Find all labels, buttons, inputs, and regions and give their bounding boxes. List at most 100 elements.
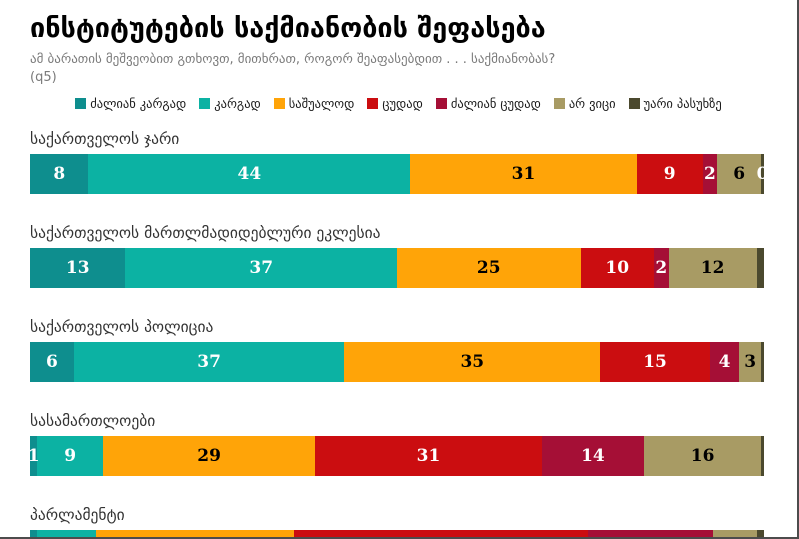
bar-segment: 6 <box>30 342 74 383</box>
bar-segment-label: 29 <box>197 446 221 467</box>
category-label: საქართველოს მართლმადიდებლური ეკლესია <box>30 224 381 243</box>
bar-segment: 40 <box>294 530 588 537</box>
bar-segment: 1 <box>30 436 40 477</box>
bar-segment: 37 <box>125 248 397 289</box>
bar-segment-label: 12 <box>700 258 725 279</box>
bar-segment: 6 <box>712 530 757 537</box>
category-label: საქართველოს ჯარი <box>30 130 180 149</box>
category-label: სასამართლოები <box>30 412 156 431</box>
bar-segment-label: 35 <box>460 352 485 373</box>
stacked-bar: 6 37 35 15 4 3 <box>30 342 764 383</box>
bar-segment: 44 <box>88 154 411 195</box>
bar-segment: 31 <box>410 154 637 195</box>
legend-label: არ ვიცი <box>568 96 616 112</box>
bar-segment-label: 10 <box>605 258 630 279</box>
bar-segment: 15 <box>600 342 710 383</box>
legend-label: საშუალოდ <box>288 96 355 112</box>
stacked-bar: 13 37 25 10 2 12 <box>30 248 764 289</box>
bar-segment-label: 44 <box>237 164 262 185</box>
bar-segment: 9 <box>636 154 703 195</box>
bar-segment: 31 <box>315 436 542 477</box>
legend: ძალიან კარგად კარგად საშუალოდ ცუდად ძალიან ც… <box>0 96 797 111</box>
chart-title: ინსტიტუტების საქმიანობის შეფასება <box>30 13 546 44</box>
legend-label: ძალიან კარგად <box>90 96 187 112</box>
legend-item: ძალიან ცუდად <box>435 96 541 112</box>
bar-segment: 2 <box>653 248 669 289</box>
legend-item: ძალიან კარგად <box>75 96 186 111</box>
bar-row: საქართველოს ჯარი 8 44 31 9 260 <box>30 129 764 209</box>
header: ინსტიტუტების საქმიანობის შეფასება ამ ბარ… <box>0 0 797 87</box>
bar-segment: 8 <box>37 530 97 537</box>
bar-segment: 29 <box>103 436 316 477</box>
stacked-bar: 182740176 <box>30 530 764 537</box>
bar-segment: 13 <box>30 248 126 289</box>
bar-segment: 25 <box>397 248 581 289</box>
category-label: საქართველოს პოლიცია <box>30 318 214 337</box>
bar-segment-label: 14 <box>581 446 605 467</box>
chart-subtitle: ამ ბარათის მეშვეობით გთხოვთ, მითხრათ, რო… <box>30 51 556 67</box>
bar-segment: 3 <box>739 342 762 383</box>
bar-segment: 0 <box>757 154 764 195</box>
bar-segment-label: 8 <box>53 164 66 185</box>
bar-segment-label: 9 <box>663 164 676 185</box>
bar-row: პარლამენტი 182740176 <box>30 505 764 537</box>
bar-row: სასამართლოები 1 9 29 31 14 16 <box>30 411 764 491</box>
legend-label: უარი პასუხზე <box>643 96 722 112</box>
bar-segment: 4 <box>709 342 740 383</box>
legend-label: კარგად <box>214 96 261 112</box>
legend-label: ცუდად <box>382 96 423 112</box>
bar-segment-label: 3 <box>744 352 757 373</box>
bar-segment: 16 <box>644 436 762 477</box>
bar-segment <box>761 436 764 477</box>
legend-swatch <box>199 98 211 110</box>
bar-segment-label: 2 <box>655 258 668 279</box>
bar-segment-label: 9 <box>64 446 77 467</box>
legend-label: ძალიან ცუდად <box>450 96 541 112</box>
legend-item: არ ვიცი <box>553 96 616 112</box>
bar-segment <box>756 248 764 289</box>
bar-segment-label: 1 <box>30 446 40 466</box>
bar-segment: 9 <box>37 436 104 477</box>
legend-item: საშუალოდ <box>273 96 355 112</box>
bar-segment: 2 <box>702 154 718 195</box>
bar-segment-label: 4 <box>718 352 731 373</box>
legend-swatch <box>628 98 640 110</box>
bar-segment-label: 37 <box>197 352 221 373</box>
bar-segment-label: 25 <box>476 258 501 279</box>
legend-swatch <box>553 98 565 110</box>
bar-segment <box>761 342 764 383</box>
bar-segment: 8 <box>30 154 89 195</box>
bar-segment-label: 31 <box>511 164 536 185</box>
legend-swatch <box>435 98 447 110</box>
bar-segment-label: 6 <box>733 164 746 185</box>
question-code: (q5) <box>30 69 57 85</box>
bar-segment-label: 31 <box>416 446 441 467</box>
chart: საქართველოს ჯარი844319260საქართველოს მარ… <box>0 111 797 537</box>
legend-swatch <box>75 98 87 110</box>
bar-segment: 17 <box>587 530 713 537</box>
bar-segment-label: 15 <box>643 352 667 373</box>
legend-item: კარგად <box>199 96 261 111</box>
legend-item: უარი პასუხზე <box>628 96 722 112</box>
bar-segment-label: 2 <box>703 164 716 185</box>
bar-segment-label: 37 <box>249 258 274 279</box>
bar-segment: 37 <box>73 342 345 383</box>
category-label: პარლამენტი <box>30 506 125 525</box>
bar-row: საქართველოს მართლმადიდებლური ეკლესია 13 37… <box>30 223 764 303</box>
bar-row: საქართველოს პოლიცია 6 37 35 15 4 3 <box>30 317 764 397</box>
bar-segment-label: 13 <box>65 258 90 279</box>
bar-segment <box>756 530 764 537</box>
bar-segment: 27 <box>96 530 295 537</box>
stacked-bar: 8 44 31 9 260 <box>30 154 764 195</box>
bar-segment-label: 16 <box>690 446 715 467</box>
bar-segment: 10 <box>580 248 654 289</box>
bar-segment-label: 6 <box>46 352 58 373</box>
bar-segment: 14 <box>541 436 645 477</box>
legend-item: ცუდად <box>367 96 423 112</box>
bar-segment: 12 <box>668 248 757 289</box>
legend-swatch <box>273 98 285 110</box>
legend-swatch <box>367 98 379 110</box>
bar-segment: 6 <box>717 154 762 195</box>
bar-segment-label: 0 <box>757 164 764 184</box>
